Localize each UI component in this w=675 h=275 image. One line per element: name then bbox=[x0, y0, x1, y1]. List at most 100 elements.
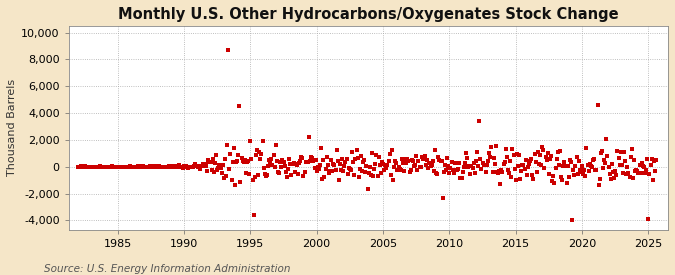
Point bbox=[342, 172, 353, 177]
Point bbox=[255, 157, 266, 162]
Point bbox=[271, 159, 282, 163]
Point bbox=[89, 165, 100, 169]
Point bbox=[467, 166, 478, 170]
Point bbox=[609, 176, 620, 180]
Point bbox=[631, 167, 642, 172]
Point bbox=[616, 150, 626, 155]
Point bbox=[97, 164, 107, 169]
Point bbox=[417, 157, 428, 161]
Point bbox=[431, 170, 441, 175]
Point bbox=[84, 165, 95, 169]
Point bbox=[238, 159, 249, 164]
Point bbox=[549, 181, 560, 185]
Point bbox=[607, 161, 618, 166]
Point bbox=[470, 159, 481, 163]
Point bbox=[176, 165, 186, 169]
Point bbox=[605, 177, 616, 182]
Point bbox=[256, 152, 267, 156]
Point bbox=[198, 164, 209, 169]
Point bbox=[506, 175, 516, 179]
Point bbox=[500, 147, 511, 151]
Point bbox=[503, 168, 514, 173]
Point bbox=[463, 164, 474, 169]
Point bbox=[456, 175, 467, 180]
Point bbox=[610, 169, 620, 173]
Point bbox=[360, 170, 371, 174]
Point bbox=[541, 158, 552, 162]
Point bbox=[568, 168, 578, 172]
Point bbox=[90, 165, 101, 169]
Point bbox=[535, 153, 545, 157]
Point bbox=[80, 164, 91, 169]
Point bbox=[485, 155, 495, 159]
Point bbox=[232, 159, 242, 164]
Point bbox=[394, 167, 405, 171]
Point bbox=[209, 170, 219, 174]
Point bbox=[153, 164, 164, 169]
Point bbox=[446, 160, 457, 164]
Point bbox=[320, 167, 331, 171]
Point bbox=[633, 171, 644, 175]
Point bbox=[351, 147, 362, 152]
Point bbox=[622, 165, 632, 169]
Point bbox=[587, 165, 597, 169]
Point bbox=[361, 164, 372, 168]
Point bbox=[479, 163, 489, 167]
Point bbox=[308, 158, 319, 163]
Point bbox=[377, 162, 388, 166]
Point bbox=[393, 165, 404, 169]
Point bbox=[269, 165, 280, 170]
Point bbox=[108, 164, 119, 169]
Point bbox=[583, 169, 594, 174]
Point bbox=[76, 164, 86, 169]
Point bbox=[385, 172, 396, 177]
Point bbox=[120, 165, 131, 169]
Point bbox=[354, 167, 365, 171]
Point bbox=[569, 172, 580, 177]
Point bbox=[107, 164, 117, 168]
Point bbox=[132, 164, 143, 169]
Point bbox=[464, 163, 475, 168]
Point bbox=[362, 187, 373, 191]
Point bbox=[406, 158, 417, 162]
Point bbox=[340, 160, 351, 164]
Point bbox=[502, 155, 512, 159]
Point bbox=[117, 164, 128, 169]
Point bbox=[564, 175, 574, 179]
Point bbox=[274, 171, 285, 175]
Point bbox=[159, 164, 169, 169]
Point bbox=[387, 147, 398, 152]
Point bbox=[310, 158, 321, 162]
Point bbox=[469, 170, 480, 175]
Point bbox=[128, 164, 138, 169]
Point bbox=[514, 152, 524, 157]
Point bbox=[262, 173, 273, 177]
Point bbox=[243, 159, 254, 163]
Point bbox=[383, 158, 394, 163]
Point bbox=[194, 166, 205, 171]
Point bbox=[183, 166, 194, 170]
Point bbox=[84, 165, 95, 169]
Point bbox=[329, 163, 340, 167]
Point bbox=[328, 162, 339, 166]
Point bbox=[134, 165, 145, 169]
Point bbox=[600, 161, 611, 165]
Point bbox=[101, 165, 112, 169]
Point bbox=[497, 170, 508, 174]
Point bbox=[152, 164, 163, 169]
Point bbox=[595, 176, 605, 181]
Point bbox=[221, 174, 232, 179]
Point bbox=[307, 156, 318, 161]
Point bbox=[429, 148, 440, 152]
Point bbox=[143, 164, 154, 169]
Point bbox=[98, 165, 109, 169]
Point bbox=[481, 170, 491, 174]
Point bbox=[559, 160, 570, 164]
Point bbox=[252, 148, 263, 152]
Point bbox=[198, 162, 209, 166]
Point bbox=[163, 164, 174, 169]
Point bbox=[279, 164, 290, 168]
Point bbox=[178, 166, 188, 170]
Point bbox=[508, 153, 519, 157]
Point bbox=[79, 164, 90, 169]
